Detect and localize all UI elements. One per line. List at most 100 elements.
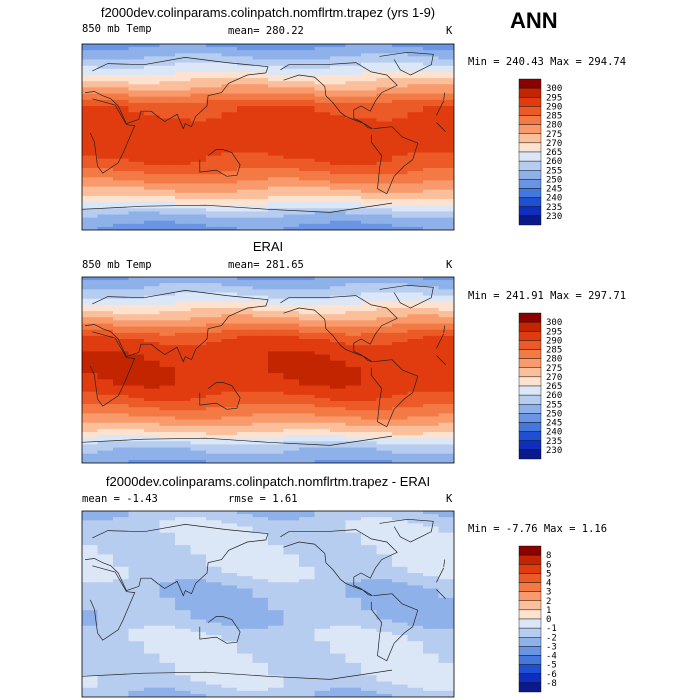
contour-cell — [330, 174, 347, 178]
contour-cell — [237, 382, 254, 387]
contour-cell — [392, 195, 409, 200]
contour-cell — [252, 401, 269, 405]
contour-cell — [82, 195, 99, 200]
contour-cell — [299, 280, 316, 284]
contour-cell — [206, 391, 223, 396]
contour-cell — [237, 354, 254, 359]
contour-cell — [438, 407, 454, 411]
contour-cell — [175, 563, 192, 568]
contour-cell — [361, 435, 378, 439]
contour-cell — [283, 659, 300, 664]
contour-cell — [175, 647, 192, 652]
contour-cell — [175, 388, 192, 393]
contour-cell — [190, 690, 207, 695]
contour-cell — [345, 158, 362, 163]
contour-cell — [438, 425, 454, 430]
contour-cell — [376, 130, 393, 135]
contour-cell — [392, 662, 409, 667]
contour-cell — [314, 520, 331, 524]
contour-cell — [299, 332, 316, 337]
contour-cell — [175, 684, 192, 689]
contour-cell — [392, 422, 409, 427]
contour-cell — [252, 59, 269, 64]
contour-cell — [175, 106, 192, 110]
contour-cell — [113, 118, 130, 123]
contour-cell — [82, 588, 99, 593]
contour-cell — [82, 277, 99, 281]
contour-cell — [423, 168, 440, 172]
contour-cell — [128, 563, 145, 568]
contour-cell — [144, 662, 161, 667]
contour-cell — [376, 404, 393, 408]
contour-cell — [314, 441, 331, 445]
colorbar-tick-label: 270 — [546, 139, 562, 149]
contour-cell — [97, 155, 114, 160]
contour-cell — [314, 199, 331, 203]
contour-cell — [438, 202, 454, 206]
panel1-title: f2000dev.colinparams.colinpatch.nomflrtm… — [100, 5, 436, 20]
contour-cell — [113, 610, 130, 614]
contour-cell — [144, 118, 161, 123]
contour-cell — [221, 47, 238, 51]
contour-cell — [252, 161, 269, 166]
contour-cell — [113, 127, 130, 132]
contour-cell — [252, 223, 269, 228]
contour-cell — [299, 647, 316, 652]
contour-cell — [237, 345, 254, 349]
contour-cell — [159, 84, 176, 88]
contour-cell — [221, 78, 238, 82]
contour-cell — [82, 669, 99, 673]
contour-cell — [345, 666, 362, 670]
contour-cell — [159, 650, 176, 655]
contour-cell — [128, 205, 145, 209]
contour-cell — [392, 143, 409, 147]
contour-cell — [314, 59, 331, 64]
contour-cell — [407, 523, 424, 528]
contour-cell — [345, 385, 362, 390]
contour-cell — [82, 332, 99, 337]
contour-cell — [407, 47, 424, 51]
contour-cell — [299, 388, 316, 393]
contour-cell — [299, 50, 316, 54]
contour-cell — [144, 317, 161, 321]
contour-cell — [128, 613, 145, 617]
contour-cell — [268, 342, 285, 346]
contour-cell — [175, 280, 192, 284]
contour-cell — [299, 548, 316, 552]
contour-cell — [237, 687, 254, 692]
contour-cell — [330, 579, 347, 583]
contour-cell — [159, 277, 176, 281]
contour-cell — [314, 659, 331, 664]
colorbar-tick-label: 5 — [546, 569, 551, 579]
contour-cell — [283, 459, 300, 463]
contour-cell — [299, 557, 316, 562]
contour-cell — [330, 435, 347, 439]
contour-cell — [314, 538, 331, 543]
contour-cell — [330, 280, 347, 284]
contour-cell — [283, 155, 300, 160]
contour-cell — [438, 604, 454, 608]
contour-cell — [314, 298, 331, 303]
contour-cell — [252, 192, 269, 197]
contour-cell — [330, 130, 347, 135]
contour-cell — [299, 410, 316, 414]
colorbar-tick-label: 290 — [546, 102, 562, 112]
contour-cell — [190, 391, 207, 396]
contour-cell — [330, 410, 347, 414]
contour-cell — [206, 223, 223, 228]
contour-cell — [268, 610, 285, 614]
contour-cell — [128, 388, 145, 393]
contour-cell — [190, 379, 207, 383]
contour-cell — [314, 382, 331, 387]
contour-cell — [82, 345, 99, 349]
contour-cell — [144, 511, 161, 515]
contour-cell — [82, 84, 99, 88]
contour-cell — [330, 511, 347, 515]
contour-cell — [237, 183, 254, 188]
contour-cell — [237, 71, 254, 76]
contour-cell — [159, 127, 176, 132]
contour-cell — [283, 456, 300, 461]
contour-cell — [330, 644, 347, 648]
contour-cell — [299, 155, 316, 160]
coastline — [89, 98, 136, 174]
